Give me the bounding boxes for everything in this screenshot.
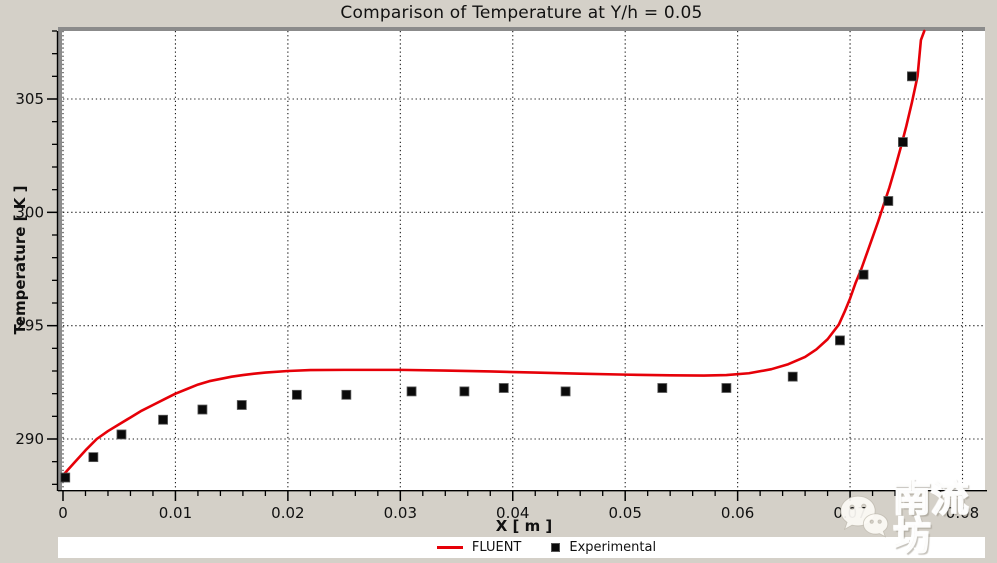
experimental-marker-swatch bbox=[551, 543, 561, 552]
plot-area bbox=[58, 27, 985, 490]
x-tick-label: 0.06 bbox=[721, 504, 754, 522]
y-tick-label: 295 bbox=[15, 317, 44, 335]
legend-item-experimental: Experimental bbox=[551, 540, 656, 555]
x-tick-label: 0.01 bbox=[159, 504, 192, 522]
x-tick-label: 0.04 bbox=[496, 504, 529, 522]
legend-item-fluent: FLUENT bbox=[436, 540, 522, 555]
x-tick-label: 0.02 bbox=[271, 504, 304, 522]
chart-title: Comparison of Temperature at Y/h = 0.05 bbox=[340, 3, 703, 23]
watermark: 南流坊 bbox=[838, 478, 996, 556]
y-tick-label: 290 bbox=[15, 430, 44, 448]
y-axis-title: Temperature [ K ] bbox=[11, 186, 29, 335]
wechat-icon bbox=[840, 495, 889, 538]
x-axis-title: X [ m ] bbox=[496, 517, 553, 535]
x-tick-label: 0 bbox=[58, 504, 68, 522]
y-tick-label: 305 bbox=[15, 90, 44, 108]
x-tick-label: 0.05 bbox=[608, 504, 641, 522]
y-tick-label: 300 bbox=[15, 203, 44, 221]
fluent-line-swatch bbox=[436, 546, 463, 549]
chart-legend: FLUENT Experimental bbox=[58, 537, 985, 558]
legend-label-experimental: Experimental bbox=[569, 540, 657, 555]
legend-label-fluent: FLUENT bbox=[471, 540, 522, 555]
x-tick-label: 0.03 bbox=[384, 504, 417, 522]
watermark-text: 南流坊 bbox=[892, 476, 970, 558]
